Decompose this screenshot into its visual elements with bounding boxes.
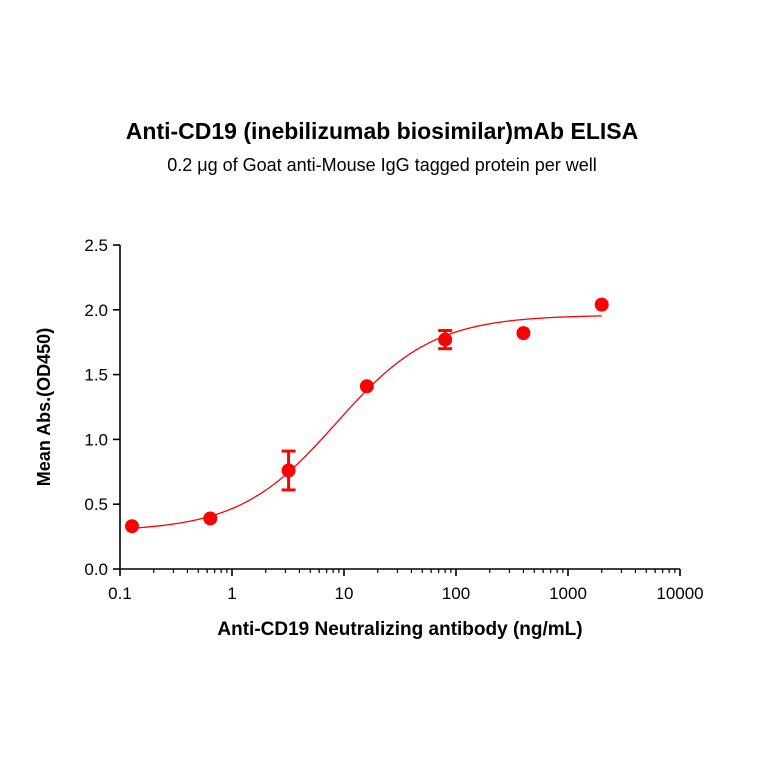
y-tick-label: 2.0 — [84, 301, 108, 320]
y-tick-label: 2.5 — [84, 236, 108, 255]
data-point — [516, 326, 531, 341]
y-tick-label: 0.0 — [84, 560, 108, 579]
data-point — [359, 379, 374, 394]
x-tick-label: 10000 — [656, 584, 703, 603]
data-point — [281, 463, 296, 478]
chart-title: Anti-CD19 (inebilizumab biosimilar)mAb E… — [125, 118, 639, 144]
fit-curve — [128, 315, 602, 530]
chart-subtitle: 0.2 μg of Goat anti-Mouse IgG tagged pro… — [167, 155, 597, 175]
x-tick-label: 10 — [335, 584, 354, 603]
data-point — [125, 519, 140, 534]
x-tick-label: 100 — [442, 584, 470, 603]
data-point — [438, 332, 453, 347]
x-tick-label: 1 — [227, 584, 236, 603]
x-tick-label: 1000 — [549, 584, 587, 603]
data-point — [594, 297, 609, 312]
y-tick-label: 1.0 — [84, 430, 108, 449]
x-axis-title: Anti-CD19 Neutralizing antibody (ng/mL) — [217, 619, 582, 640]
y-axis-title: Mean Abs.(OD450) — [34, 328, 54, 486]
x-tick-label: 0.1 — [108, 584, 132, 603]
data-point — [203, 511, 218, 526]
y-tick-label: 0.5 — [84, 495, 108, 514]
y-tick-label: 1.5 — [84, 366, 108, 385]
